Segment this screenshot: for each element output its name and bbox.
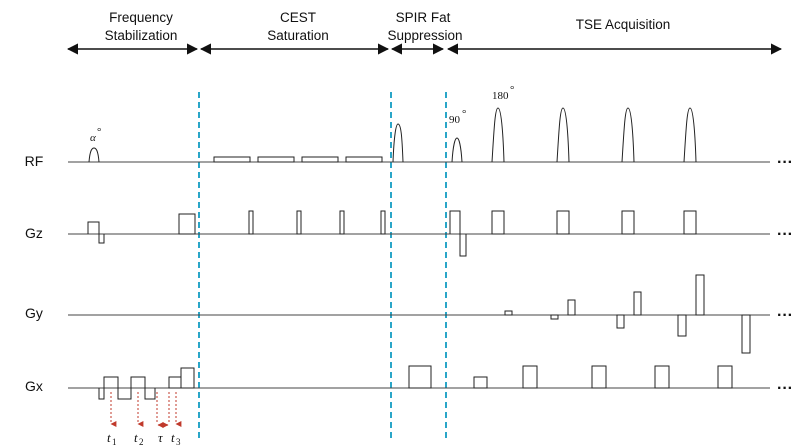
gy-phase-rewind <box>741 314 751 354</box>
gx-spoiler <box>168 376 182 389</box>
section-label-line1: TSE Acquisition <box>576 17 671 32</box>
gy-phase-rewind <box>550 314 559 320</box>
section-label-line2: Saturation <box>267 28 329 43</box>
gx-readout <box>522 365 538 389</box>
section-label-line1: Frequency <box>109 10 173 25</box>
gx-spoiler <box>180 367 195 389</box>
t1-label: t 1 <box>107 430 117 447</box>
rf-180-pulse <box>491 107 505 163</box>
gx-readout <box>591 365 607 389</box>
rf-90-pulse <box>451 137 463 163</box>
section-label-line2: Stabilization <box>105 28 178 43</box>
rf-alpha-pulse <box>88 147 100 163</box>
gz-refocus <box>621 210 635 235</box>
t3-subscript: 3 <box>176 437 181 447</box>
tau-label: τ <box>158 430 164 445</box>
label-180: 180 <box>492 90 509 102</box>
gz-spoiler <box>178 213 196 235</box>
row-label-gx: Gx <box>25 378 43 394</box>
t2-subscript: 2 <box>139 437 144 447</box>
rf-spir-pulse <box>392 123 404 163</box>
t3-symbol: t <box>171 430 175 445</box>
gx-readout <box>717 365 733 389</box>
section-label-line1: SPIR Fat <box>396 10 451 25</box>
section-tse-acquisition: TSE Acquisition <box>576 17 671 32</box>
gz-cest-spoiler <box>296 210 302 235</box>
gz-refocus <box>491 210 505 235</box>
gz-slice-select <box>449 210 467 257</box>
t2-label: t 2 <box>134 430 144 447</box>
degree-180: ° <box>510 84 514 96</box>
rf-180-pulse <box>683 107 697 163</box>
gx-row <box>68 365 770 400</box>
rf-row: α ° 90 ° 180 ° <box>68 84 770 163</box>
gy-phase-encode <box>695 274 705 316</box>
t1-subscript: 1 <box>112 437 117 447</box>
gz-continuation: ··· <box>777 226 793 243</box>
cest-saturation-pulse <box>213 156 251 163</box>
gz-cest-spoiler <box>380 210 386 235</box>
gx-prephaser <box>473 376 488 389</box>
section-dividers <box>198 92 447 438</box>
cest-saturation-pulse <box>257 156 295 163</box>
gz-refocus <box>556 210 570 235</box>
gx-frequency-readout <box>98 376 156 400</box>
gx-continuation: ··· <box>777 380 793 397</box>
gy-phase-encode <box>504 310 513 316</box>
rf-continuation: ··· <box>777 154 793 171</box>
section-label-line2: Suppression <box>387 28 462 43</box>
gy-row <box>68 274 770 354</box>
row-label-rf: RF <box>25 153 44 169</box>
rf-180-pulse <box>621 107 635 163</box>
label-90: 90 <box>449 114 461 126</box>
cest-saturation-pulse <box>345 156 383 163</box>
gz-cest-spoiler <box>248 210 254 235</box>
degree-90: ° <box>462 108 466 120</box>
gy-phase-rewind <box>616 314 625 329</box>
gz-refocus <box>683 210 697 235</box>
alpha-label: α <box>90 132 96 144</box>
section-label-line1: CEST <box>280 10 316 25</box>
section-frequency-stabilization: Frequency Stabilization <box>105 10 178 43</box>
t1-symbol: t <box>107 430 111 445</box>
section-spir-fat-suppression: SPIR Fat Suppression <box>387 10 462 43</box>
row-label-gy: Gy <box>25 305 43 321</box>
timing-markers <box>110 392 182 428</box>
gy-continuation: ··· <box>777 307 793 324</box>
rf-180-pulse <box>556 107 570 163</box>
gy-phase-encode <box>567 299 576 316</box>
t3-label: t 3 <box>171 430 181 447</box>
gy-phase-rewind <box>677 314 687 337</box>
cest-saturation-pulse <box>301 156 339 163</box>
gx-readout <box>654 365 670 389</box>
gz-row <box>68 210 770 257</box>
row-label-gz: Gz <box>25 225 43 241</box>
gz-cest-spoiler <box>339 210 345 235</box>
gx-spir-spoiler <box>408 365 432 389</box>
alpha-degree: ° <box>97 126 101 138</box>
gz-frequency-gradient <box>87 221 105 244</box>
section-cest-saturation: CEST Saturation <box>267 10 329 43</box>
t2-symbol: t <box>134 430 138 445</box>
gy-phase-encode <box>633 291 642 316</box>
